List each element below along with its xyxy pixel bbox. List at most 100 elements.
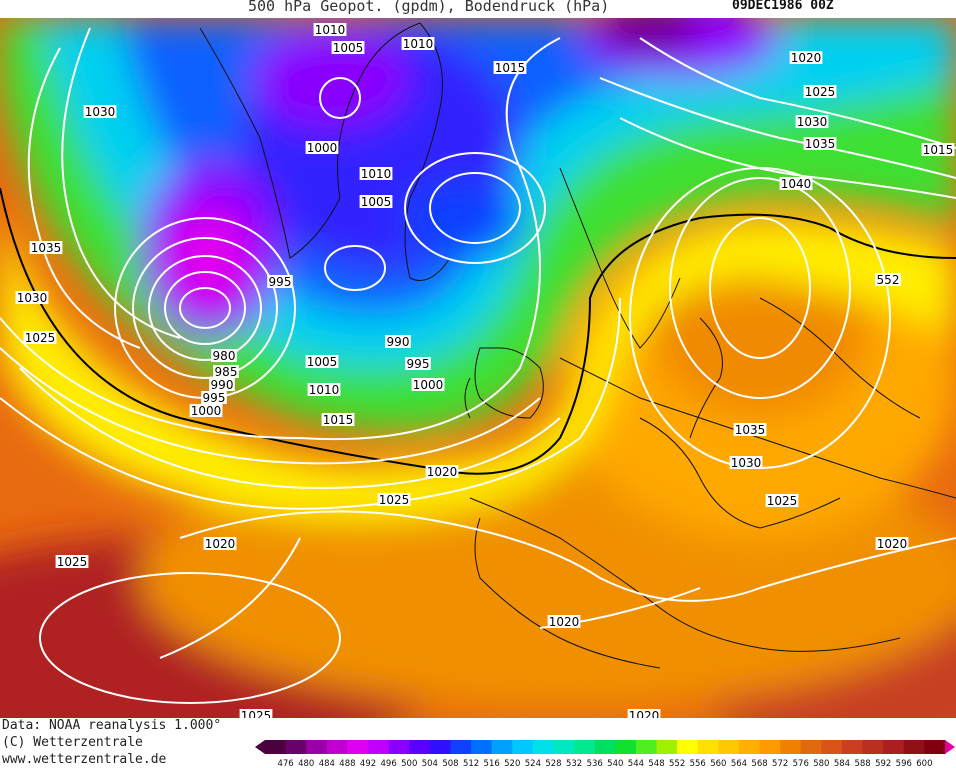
isobars [0,27,956,704]
svg-text:1025: 1025 [767,494,798,508]
isobar-label: 1020 [875,537,909,551]
svg-text:1000: 1000 [191,404,222,418]
legend-swatch [574,740,596,754]
svg-text:1015: 1015 [923,143,954,157]
legend-tick-label: 540 [607,759,623,768]
svg-text:1000: 1000 [307,141,338,155]
legend-tick-label: 524 [525,759,541,768]
legend-tick-label: 480 [298,759,314,768]
legend-tick-label: 556 [690,759,706,768]
legend-tick-label: 508 [442,759,458,768]
legend-tick-label: 592 [875,759,891,768]
svg-text:1025: 1025 [379,493,410,507]
legend-tick-label: 512 [463,759,479,768]
legend-swatch [635,740,658,754]
isobar-label: 1025 [765,494,799,508]
legend-swatch [841,740,864,754]
legend-tick-label: 576 [793,759,809,768]
legend-swatch [409,740,431,754]
isobar-label: 1020 [547,615,581,629]
isobar-label: 1010 [401,37,435,51]
isobar-label: 990 [209,378,235,392]
svg-text:1030: 1030 [797,115,828,129]
svg-text:1020: 1020 [205,537,236,551]
legend-swatch [553,740,575,754]
svg-text:1010: 1010 [309,383,340,397]
svg-text:1005: 1005 [361,195,392,209]
legend-swatch [471,740,493,754]
legend-tick-label: 504 [422,759,438,768]
legend-tick-label: 528 [545,759,561,768]
isobar-label: 1005 [359,195,393,209]
legend-swatch [285,740,307,754]
legend-tick-label: 516 [484,759,500,768]
svg-text:990: 990 [211,378,234,392]
legend-swatch [697,740,719,754]
map-header: 500 hPa Geopot. (gpdm), Bodendruck (hPa)… [0,0,956,18]
svg-text:1010: 1010 [361,167,392,181]
legend-tick-label: 484 [319,759,335,768]
legend-swatch [388,740,410,754]
svg-text:1020: 1020 [549,615,580,629]
contour-552-line [0,187,956,475]
isobar-label: 995 [201,391,227,405]
legend-swatch [306,740,328,754]
legend-swatch [656,740,678,754]
isobar-label: 1015 [493,61,527,75]
legend-left-arrow [255,740,265,754]
data-source-text: Data: NOAA reanalysis 1.000° [2,718,222,733]
legend-tick-label: 548 [648,759,664,768]
isobar-label: 980 [211,349,237,363]
svg-text:1030: 1030 [731,456,762,470]
legend-tick-label: 588 [854,759,870,768]
legend-swatch [326,740,348,754]
website-link[interactable]: www.wetterzentrale.de [2,752,167,767]
svg-text:1020: 1020 [629,709,660,718]
legend-right-arrow [945,740,955,754]
isobar-label: 1015 [321,413,355,427]
isobar-label: 995 [267,275,293,289]
isobar-label: 1025 [23,331,57,345]
isobar-label: 1000 [305,141,339,155]
legend-tick-label: 532 [566,759,582,768]
legend-swatch [615,740,637,754]
svg-text:995: 995 [269,275,292,289]
legend-swatch [718,740,740,754]
legend-tick-label: 488 [339,759,355,768]
weather-map: 1010 1005 1010 1015 1020 1025 1030 1035 1015 1040… [0,18,956,718]
legend-swatch [800,740,822,754]
legend-swatch [347,740,369,754]
isobar-label: 1025 [55,555,89,569]
legend-tick-label: 492 [360,759,376,768]
svg-text:1035: 1035 [805,137,836,151]
isobar-label: 1000 [189,404,223,418]
svg-text:1010: 1010 [403,37,434,51]
isobar-label: 1010 [307,383,341,397]
legend-swatch [265,740,287,754]
legend-tick-label: 596 [896,759,912,768]
legend-tick-label: 552 [669,759,685,768]
isobar-label: 1035 [733,423,767,437]
svg-text:1025: 1025 [57,555,88,569]
legend-tick-label: 544 [628,759,644,768]
legend-swatch [532,740,554,754]
svg-text:985: 985 [215,365,238,379]
legend-swatch [862,740,884,754]
svg-text:552: 552 [877,273,900,287]
svg-text:1015: 1015 [323,413,354,427]
legend-swatch [903,740,925,754]
legend-tick-label: 564 [731,759,747,768]
svg-text:1005: 1005 [307,355,338,369]
isobar-labels: 1010 1005 1010 1015 1020 1025 1030 1035 1015 1040… [15,23,955,718]
legend-tick-label: 560 [710,759,726,768]
isobar-label: 1015 [921,143,955,157]
isobar-label: 1010 [359,167,393,181]
isobar-label: 1030 [795,115,829,129]
svg-text:980: 980 [213,349,236,363]
isobar-label: 1025 [377,493,411,507]
svg-text:1025: 1025 [805,85,836,99]
legend-swatch [491,740,513,754]
legend-swatch [821,740,843,754]
svg-text:1030: 1030 [85,105,116,119]
svg-text:990: 990 [387,335,410,349]
